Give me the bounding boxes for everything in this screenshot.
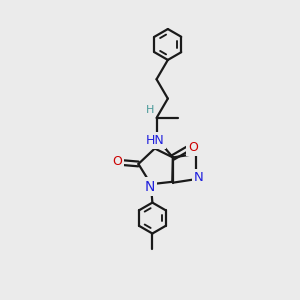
Text: N: N xyxy=(194,171,204,184)
Text: HN: HN xyxy=(146,134,164,147)
Text: H: H xyxy=(146,106,154,116)
Text: O: O xyxy=(112,155,122,168)
Text: N: N xyxy=(144,180,154,194)
Text: O: O xyxy=(188,141,198,154)
